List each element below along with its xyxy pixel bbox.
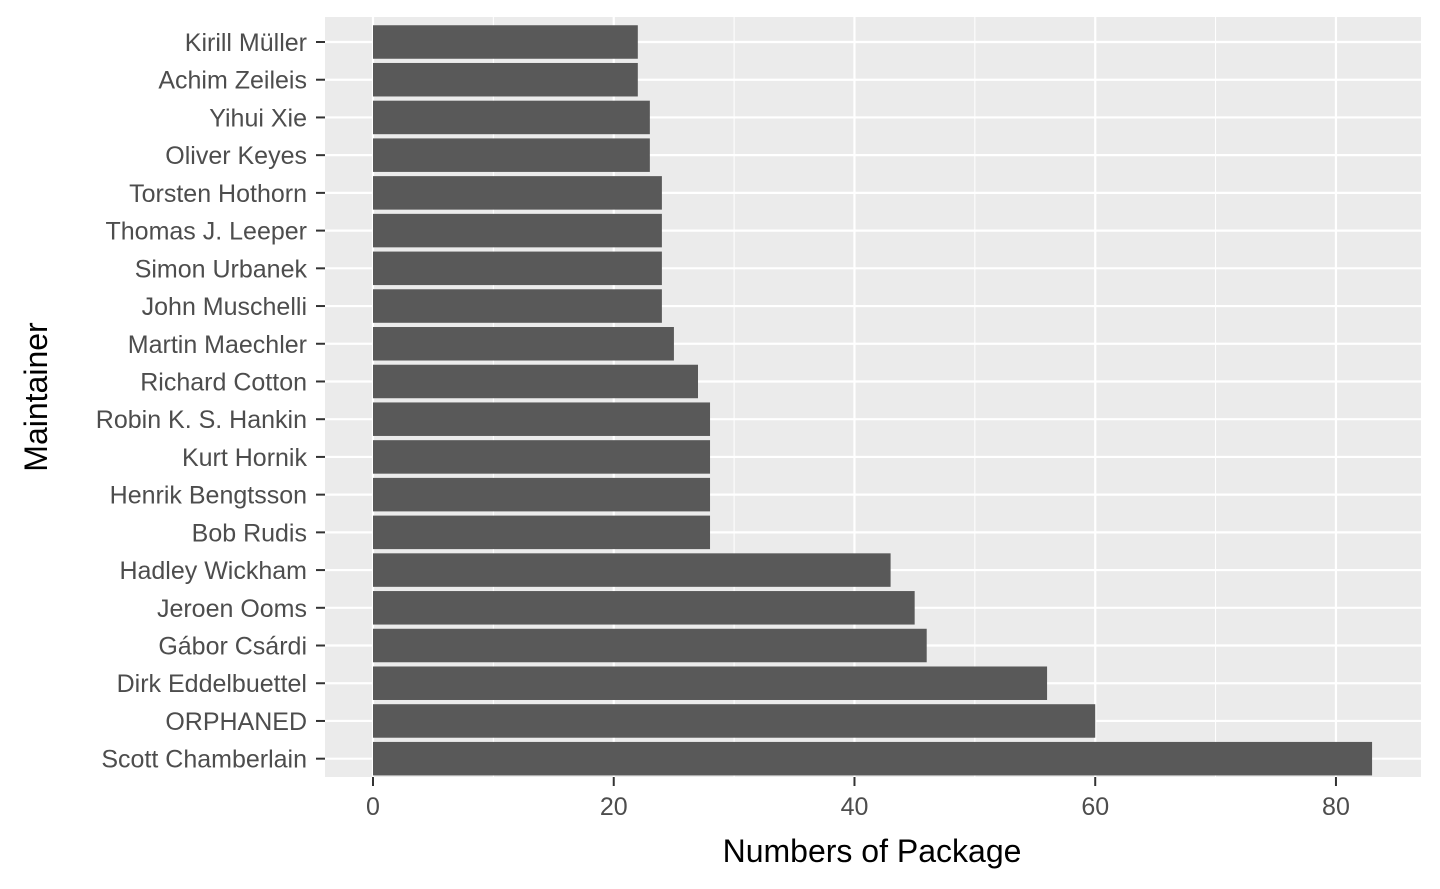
x-tick-label: 20: [600, 793, 628, 821]
bar: [373, 666, 1048, 700]
y-tick-label: Dirk Eddelbuettel: [117, 670, 307, 698]
x-axis-tick-labels: 0 20 40 60 80: [366, 793, 1350, 821]
y-tick-label: Henrik Bengtsson: [110, 482, 307, 510]
bar: [373, 176, 662, 210]
y-axis-ticks: [316, 41, 325, 760]
y-tick-label: ORPHANED: [165, 708, 307, 736]
bar: [373, 364, 698, 399]
bar: [373, 515, 711, 550]
bar: [373, 213, 662, 248]
x-tick-label: 60: [1081, 793, 1109, 821]
bar: [373, 62, 638, 97]
bar: [373, 402, 711, 436]
y-tick-label: Hadley Wickham: [119, 557, 307, 585]
y-tick-label: Oliver Keyes: [165, 142, 307, 170]
x-tick-label: 40: [841, 793, 869, 821]
bar: [373, 477, 711, 512]
y-tick-label: Torsten Hothorn: [129, 180, 307, 208]
x-axis-title: Numbers of Package: [723, 833, 1022, 869]
y-tick-label: Richard Cotton: [140, 368, 307, 396]
x-tick-label: 80: [1322, 793, 1350, 821]
x-tick-label: 0: [366, 793, 380, 821]
y-tick-label: Scott Chamberlain: [101, 746, 307, 774]
y-tick-label: Martin Maechler: [128, 331, 307, 359]
y-tick-label: Robin K. S. Hankin: [96, 406, 307, 434]
bar: [373, 553, 891, 587]
bar: [373, 704, 1096, 738]
bar: [373, 327, 674, 361]
bar: [373, 591, 915, 625]
y-tick-label: Kurt Hornik: [182, 444, 308, 472]
y-tick-label: John Muschelli: [142, 293, 307, 321]
y-axis-title: Maintainer: [18, 322, 54, 472]
bar: [373, 25, 638, 59]
y-tick-label: Bob Rudis: [192, 519, 307, 547]
y-tick-label: Kirill Müller: [185, 29, 307, 57]
y-tick-label: Achim Zeileis: [158, 67, 307, 95]
y-axis-tick-labels: Kirill Müller Achim Zeileis Yihui Xie Olive…: [96, 29, 308, 774]
y-tick-label: Jeroen Ooms: [157, 595, 307, 623]
bar: [373, 289, 662, 323]
y-tick-label: Gábor Csárdi: [158, 633, 307, 661]
y-tick-label: Thomas J. Leeper: [106, 218, 308, 246]
bar: [373, 440, 711, 474]
y-tick-label: Yihui Xie: [209, 104, 307, 132]
bar: [373, 628, 927, 663]
bars: [373, 25, 1373, 776]
bar: [373, 138, 650, 172]
x-axis-ticks: [372, 777, 1337, 786]
bar: [373, 741, 1373, 776]
bar: [373, 251, 662, 286]
bar: [373, 100, 650, 135]
y-tick-label: Simon Urbanek: [135, 255, 308, 283]
